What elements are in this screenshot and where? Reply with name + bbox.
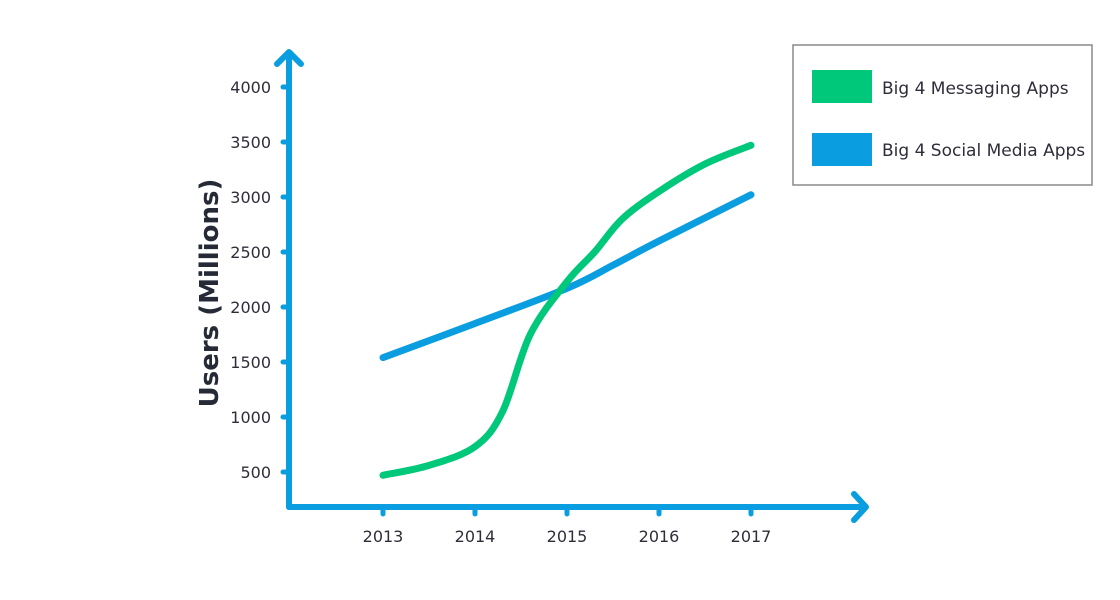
y-tick-label: 500 <box>240 463 271 482</box>
y-axis-title: Users (Millions) <box>195 179 225 408</box>
legend-swatch-social <box>812 133 872 166</box>
y-tick-label: 2000 <box>230 298 271 317</box>
y-tick-label: 3000 <box>230 188 271 207</box>
y-ticks: 500 1000 1500 2000 2500 3000 3500 4000 <box>230 78 292 482</box>
series-line-social <box>379 191 755 362</box>
x-ticks: 2013 2014 2015 2016 2017 <box>363 504 772 546</box>
x-tick-label: 2013 <box>363 527 404 546</box>
legend-label-messaging: Big 4 Messaging Apps <box>882 79 1069 99</box>
legend-label-social: Big 4 Social Media Apps <box>882 141 1085 161</box>
legend-swatch-messaging <box>812 70 872 103</box>
y-tick-label: 3500 <box>230 133 271 152</box>
x-tick-label: 2016 <box>639 527 680 546</box>
legend: Big 4 Messaging Apps Big 4 Social Media … <box>792 44 1093 186</box>
x-axis-arrowhead <box>851 491 869 523</box>
y-tick-label: 1000 <box>230 408 271 427</box>
x-tick-label: 2014 <box>455 527 496 546</box>
x-tick-label: 2017 <box>731 527 772 546</box>
y-tick-label: 2500 <box>230 243 271 262</box>
y-axis-arrowhead <box>274 49 304 67</box>
x-tick-label: 2015 <box>547 527 588 546</box>
y-tick-label: 4000 <box>230 78 271 97</box>
series-layer <box>379 141 755 479</box>
series-line-messaging <box>379 141 755 479</box>
y-tick-label: 1500 <box>230 353 271 372</box>
